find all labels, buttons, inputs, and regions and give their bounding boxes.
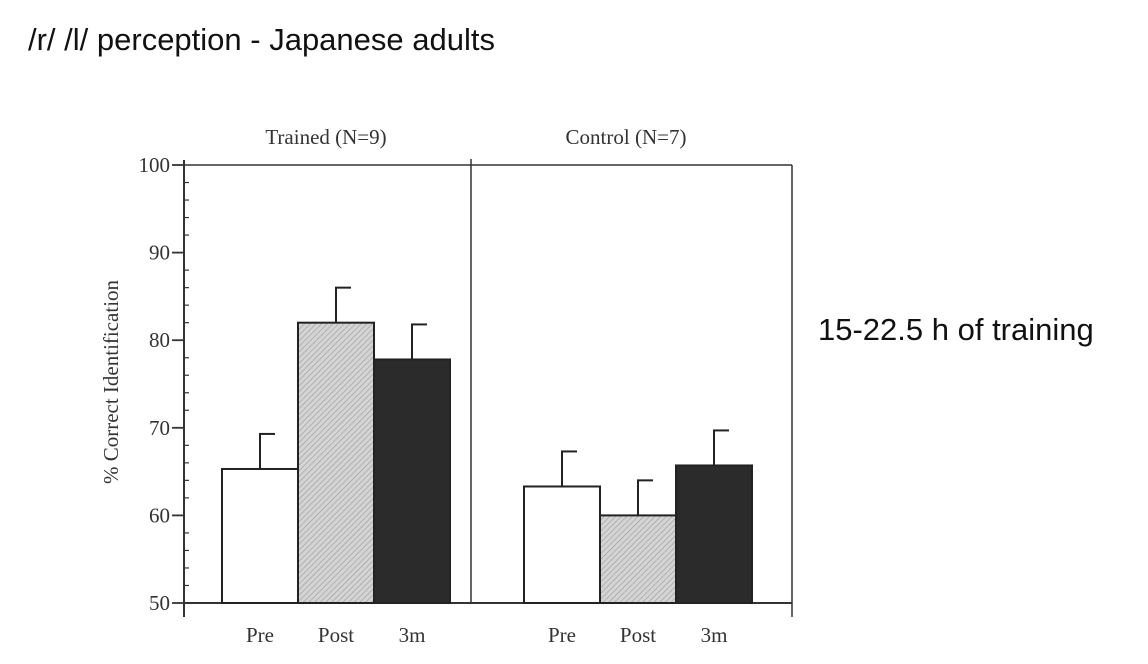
y-axis-label: % Correct Identification	[99, 279, 123, 484]
y-axis-ticks: 50 60 70 80 90 100	[139, 153, 189, 615]
x-tick-label: Post	[318, 623, 354, 647]
panel-title: Control (N=7)	[566, 125, 687, 149]
bar-pre	[221, 467, 299, 604]
bar-3m	[675, 464, 753, 604]
x-tick-label: 3m	[399, 623, 426, 647]
x-tick-label: Pre	[246, 623, 274, 647]
y-tick-label: 50	[149, 591, 170, 615]
panel-0: Trained (N=9) Pre Post 3m	[221, 125, 451, 647]
y-tick-label: 80	[149, 328, 170, 352]
bar-3m	[373, 358, 451, 604]
bar-pre	[523, 485, 601, 605]
y-tick-label: 70	[149, 416, 170, 440]
y-tick-label: 90	[149, 241, 170, 265]
panel-1: Control (N=7) Pre Post 3m	[523, 125, 753, 647]
x-tick-label: Pre	[548, 623, 576, 647]
y-tick-label: 100	[139, 153, 171, 177]
y-tick-label: 60	[149, 503, 170, 527]
panel-title: Trained (N=9)	[265, 125, 386, 149]
training-duration-note: 15-22.5 h of training	[818, 312, 1094, 347]
chart-panels: Trained (N=9) Pre Post 3m Control (N=7) Pre Po…	[221, 125, 753, 647]
bar-post	[599, 514, 677, 605]
bar-post	[297, 321, 375, 604]
slide-title: /r/ /l/ perception - Japanese adults	[28, 22, 495, 57]
x-tick-label: 3m	[701, 623, 728, 647]
x-tick-label: Post	[620, 623, 656, 647]
